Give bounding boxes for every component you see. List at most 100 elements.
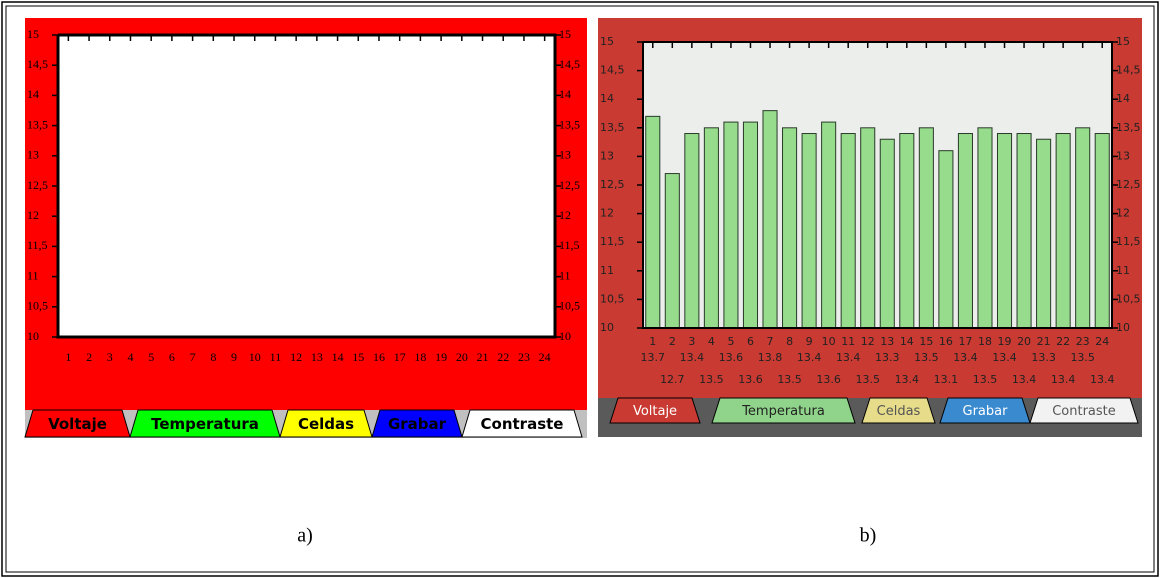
tab-label[interactable]: Celdas <box>877 404 921 419</box>
y-tick-label-right: 10 <box>559 329 571 343</box>
value-label: 13.5 <box>855 373 880 386</box>
tab-label[interactable]: Contraste <box>481 415 564 433</box>
x-tick-label: 15 <box>352 350 364 364</box>
x-tick-label: 11 <box>270 350 282 364</box>
value-label: 13.5 <box>777 373 802 386</box>
value-label: 13.4 <box>953 351 978 364</box>
value-label: 13.3 <box>875 351 900 364</box>
tab-label[interactable]: Grabar <box>388 415 447 433</box>
tab-label[interactable]: Voltaje <box>48 415 107 433</box>
x-tick-label: 19 <box>998 335 1012 348</box>
x-tick-label: 1 <box>65 350 71 364</box>
caption: a) <box>297 525 313 547</box>
x-tick-label: 10 <box>822 335 836 348</box>
value-label: 13.4 <box>1012 373 1037 386</box>
bar <box>1017 134 1031 328</box>
bar <box>841 134 855 328</box>
y-tick-label-left: 13,5 <box>600 121 625 134</box>
x-tick-label: 21 <box>477 350 489 364</box>
bar <box>900 134 914 328</box>
value-label: 13.8 <box>758 351 783 364</box>
tab-label[interactable]: Temperatura <box>741 404 825 419</box>
x-tick-label: 4 <box>127 350 133 364</box>
x-tick-label: 17 <box>394 350 406 364</box>
y-tick-label-left: 12 <box>27 208 39 222</box>
y-tick-label-right: 12 <box>1116 207 1130 220</box>
x-tick-label: 9 <box>231 350 237 364</box>
value-label: 13.6 <box>719 351 744 364</box>
tab-label[interactable]: Temperatura <box>151 415 259 433</box>
x-tick-label: 21 <box>1037 335 1051 348</box>
y-tick-label-left: 10,5 <box>27 299 48 313</box>
value-label: 13.5 <box>699 373 724 386</box>
bar <box>724 122 738 328</box>
x-tick-label: 14 <box>332 350 344 364</box>
y-tick-label-left: 14 <box>27 87 39 101</box>
y-tick-label-left: 12,5 <box>27 178 48 192</box>
bar <box>1056 134 1070 328</box>
x-tick-label: 16 <box>373 350 385 364</box>
value-label: 13.7 <box>641 351 666 364</box>
y-tick-label-left: 12 <box>600 207 614 220</box>
y-tick-label-right: 14 <box>1116 92 1130 105</box>
x-tick-label: 13 <box>880 335 894 348</box>
bar <box>978 128 992 328</box>
x-tick-label: 20 <box>1017 335 1031 348</box>
bar <box>919 128 933 328</box>
y-tick-label-right: 11,5 <box>1116 235 1141 248</box>
bar <box>997 134 1011 328</box>
y-tick-label-right: 10,5 <box>1116 292 1141 305</box>
y-tick-label-left: 13 <box>27 148 39 162</box>
y-tick-label-right: 14,5 <box>559 57 580 71</box>
x-tick-label: 14 <box>900 335 914 348</box>
x-tick-label: 23 <box>518 350 530 364</box>
x-tick-label: 9 <box>806 335 813 348</box>
tab-label[interactable]: Celdas <box>298 415 354 433</box>
x-tick-label: 1 <box>649 335 656 348</box>
x-tick-label: 15 <box>919 335 933 348</box>
figure: 101010,510,5111111,511,5121212,512,51313… <box>0 0 1160 578</box>
x-tick-label: 22 <box>497 350 509 364</box>
y-tick-label-left: 10 <box>27 329 39 343</box>
y-tick-label-right: 13,5 <box>559 117 580 131</box>
y-tick-label-right: 13 <box>559 148 571 162</box>
bar <box>1037 139 1051 328</box>
value-label: 13.5 <box>1070 351 1095 364</box>
y-tick-label-left: 14,5 <box>600 64 625 77</box>
value-label: 13.5 <box>973 373 998 386</box>
x-tick-label: 24 <box>1095 335 1109 348</box>
tab-label[interactable]: Contraste <box>1052 404 1116 419</box>
y-tick-label-right: 11,5 <box>559 238 580 252</box>
x-tick-label: 3 <box>107 350 113 364</box>
x-tick-label: 11 <box>841 335 855 348</box>
bar <box>763 111 777 328</box>
y-tick-label-right: 12,5 <box>1116 178 1141 191</box>
y-tick-label-left: 10,5 <box>600 292 625 305</box>
tab-label[interactable]: Grabar <box>963 404 1009 419</box>
x-tick-label: 24 <box>539 350 551 364</box>
tab-label[interactable]: Voltaje <box>633 404 677 419</box>
y-tick-label-right: 14,5 <box>1116 64 1141 77</box>
bar <box>958 134 972 328</box>
x-tick-label: 7 <box>767 335 774 348</box>
x-tick-label: 16 <box>939 335 953 348</box>
value-label: 13.4 <box>1090 373 1115 386</box>
x-tick-label: 8 <box>786 335 793 348</box>
plot-area <box>58 35 555 337</box>
value-label: 13.4 <box>836 351 861 364</box>
bar <box>743 122 757 328</box>
x-tick-label: 12 <box>290 350 302 364</box>
y-tick-label-right: 14 <box>559 87 571 101</box>
y-tick-label-left: 11,5 <box>600 235 625 248</box>
y-tick-label-left: 10 <box>600 321 614 334</box>
y-tick-label-right: 10 <box>1116 321 1130 334</box>
x-tick-label: 6 <box>169 350 175 364</box>
bar <box>665 174 679 328</box>
x-tick-label: 10 <box>249 350 261 364</box>
y-tick-label-right: 13 <box>1116 149 1130 162</box>
y-tick-label-right: 15 <box>559 27 571 41</box>
x-tick-label: 4 <box>708 335 715 348</box>
bar <box>1095 134 1109 328</box>
y-tick-label-left: 15 <box>600 35 614 48</box>
y-tick-label-left: 11 <box>27 268 39 282</box>
